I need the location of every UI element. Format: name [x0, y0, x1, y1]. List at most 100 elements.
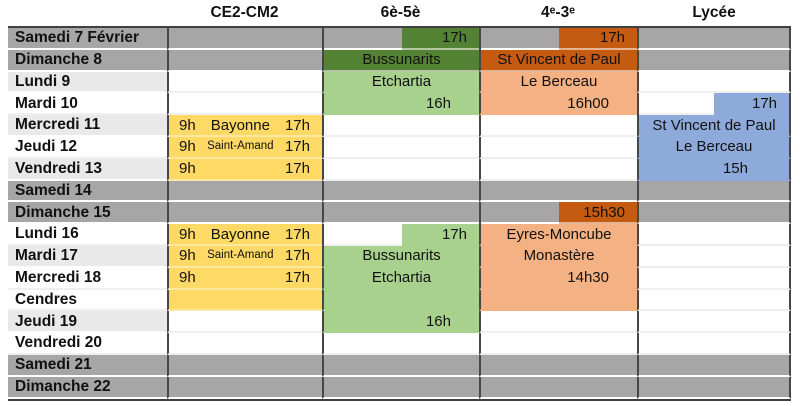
column-header-lycee: Lycée — [637, 0, 791, 28]
cell-text: Bussunarits — [362, 51, 441, 69]
schedule-cell-6e-5e: Bussunarits — [322, 245, 479, 268]
start-time-text: 9h — [179, 225, 196, 243]
cell-text: Monastère — [523, 247, 595, 265]
schedule-cell-6e-5e — [322, 376, 479, 399]
schedule-cell-lycee: St Vincent de Paul — [637, 115, 791, 137]
schedule-cell-ce2-cm2 — [167, 311, 322, 334]
schedule-cell-6e-5e — [322, 136, 479, 159]
split-left — [324, 224, 402, 246]
schedule-cell-lycee — [637, 354, 791, 377]
cell-text: Bussunarits — [362, 247, 441, 265]
schedule-cell-6e-5e: Etchartia — [322, 267, 479, 290]
column-header-6e-5e: 6è-5è — [322, 0, 479, 28]
schedule-cell-ce2-cm2 — [167, 289, 322, 312]
split-right: 17h — [401, 224, 479, 246]
split-left — [639, 93, 714, 116]
cell-text: St Vincent de Paul — [497, 51, 621, 69]
cell-text: Le Berceau — [520, 72, 598, 90]
schedule-cell-lycee — [637, 71, 791, 94]
schedule-cell-6e-5e — [322, 354, 479, 377]
split-left — [324, 28, 402, 50]
schedule-cell-4e-3e — [479, 136, 637, 159]
schedule-cell-4e-3e: 16h00 — [479, 93, 637, 116]
schedule-cell-lycee — [637, 267, 791, 290]
split-right: 17h — [559, 28, 637, 50]
schedule-table: CE2-CM2 6è-5è 4ᵉ-3ᵉ Lycée Samedi 7 Février 17… — [8, 0, 791, 401]
schedule-cell-lycee — [637, 49, 791, 72]
day-label: Dimanche 8 — [8, 49, 167, 72]
day-label: Samedi 14 — [8, 180, 167, 203]
schedule-cell-6e-5e — [322, 180, 479, 203]
schedule-cell-4e-3e: 15h30 — [479, 202, 637, 225]
schedule-cell-ce2-cm2 — [167, 354, 322, 377]
end-time-text: 17h — [284, 116, 310, 134]
schedule-cell-lycee — [637, 333, 791, 355]
end-time-text: 17h — [284, 225, 310, 243]
split-right: 15h30 — [559, 202, 637, 225]
venue-text: Saint-Amand — [207, 140, 274, 153]
schedule-cell-4e-3e: Monastère — [479, 245, 637, 268]
schedule-cell-lycee — [637, 376, 791, 399]
venue-text: Bayonne — [210, 225, 270, 243]
time-text: 17h — [441, 29, 467, 47]
schedule-cell-4e-3e — [479, 354, 637, 377]
schedule-cell-6e-5e — [322, 115, 479, 137]
schedule-cell-ce2-cm2 — [167, 376, 322, 399]
schedule-cell-lycee — [637, 202, 791, 225]
split-right: 17h — [714, 93, 789, 116]
start-time-text: 9h — [179, 160, 196, 178]
day-label: Jeudi 19 — [8, 311, 167, 334]
day-label: Vendredi 20 — [8, 333, 167, 355]
schedule-cell-4e-3e — [479, 289, 637, 312]
schedule-cell-6e-5e — [322, 158, 479, 181]
day-label: Lundi 9 — [8, 71, 167, 94]
schedule-cell-6e-5e — [322, 289, 479, 312]
schedule-cell-ce2-cm2 — [167, 49, 322, 72]
day-label: Samedi 21 — [8, 354, 167, 377]
table-corner — [8, 0, 167, 28]
schedule-cell-ce2-cm2 — [167, 28, 322, 50]
day-label: Mercredi 18 — [8, 267, 167, 290]
schedule-cell-ce2-cm2 — [167, 93, 322, 116]
schedule-cell-6e-5e: Etchartia — [322, 71, 479, 94]
schedule-cell-ce2-cm2 — [167, 202, 322, 225]
day-label: Mercredi 11 — [8, 115, 167, 137]
schedule-cell-ce2-cm2: 9h Bayonne 17h — [167, 224, 322, 246]
time-text: 17h — [441, 225, 467, 243]
schedule-cell-4e-3e — [479, 115, 637, 137]
cell-text: 15h — [722, 160, 748, 178]
end-time-text: 17h — [284, 269, 310, 287]
venue-text: Bayonne — [210, 116, 270, 134]
day-label: Dimanche 15 — [8, 202, 167, 225]
schedule-cell-6e-5e: 17h — [322, 224, 479, 246]
day-label: Dimanche 22 — [8, 376, 167, 399]
schedule-cell-ce2-cm2: 9h 17h — [167, 158, 322, 181]
day-label: Samedi 7 Février — [8, 28, 167, 50]
split-left — [481, 28, 559, 50]
day-label: Mardi 17 — [8, 245, 167, 268]
cell-text: 16h — [425, 312, 451, 330]
start-time-text: 9h — [179, 269, 196, 287]
end-time-text: 17h — [284, 138, 310, 156]
schedule-cell-6e-5e — [322, 202, 479, 225]
venue-text: Saint-Amand — [207, 249, 274, 262]
end-time-text: 17h — [284, 160, 310, 178]
day-label: Mardi 10 — [8, 93, 167, 116]
schedule-cell-lycee — [637, 311, 791, 334]
schedule-cell-6e-5e: 16h — [322, 93, 479, 116]
schedule-cell-lycee — [637, 28, 791, 50]
cell-text: Le Berceau — [675, 138, 753, 156]
schedule-cell-ce2-cm2: 9h Bayonne 17h — [167, 115, 322, 137]
schedule-cell-6e-5e: 16h — [322, 311, 479, 334]
day-label: Vendredi 13 — [8, 158, 167, 181]
cell-text: St Vincent de Paul — [652, 116, 776, 134]
schedule-cell-ce2-cm2: 9h Saint-Amand 17h — [167, 136, 322, 159]
split-right: 17h — [401, 28, 479, 50]
time-text: 15h30 — [583, 203, 625, 221]
schedule-cell-lycee: 15h — [637, 158, 791, 181]
time-text: 17h — [751, 94, 777, 112]
schedule-cell-lycee: Le Berceau — [637, 136, 791, 159]
cell-text: Etchartia — [371, 269, 432, 287]
schedule-cell-6e-5e: 17h — [322, 28, 479, 50]
